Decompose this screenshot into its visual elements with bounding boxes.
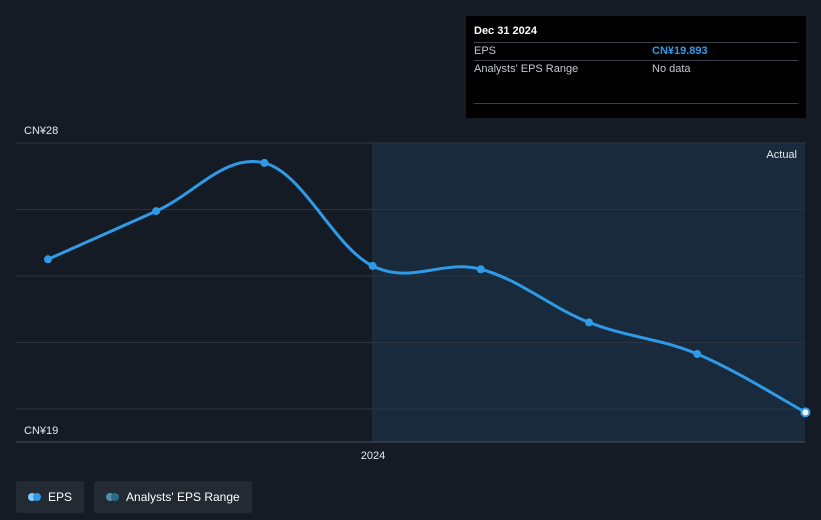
y-axis-bottom-label: CN¥19: [24, 425, 58, 437]
legend-eps-label: EPS: [48, 490, 73, 504]
tooltip-range-row: Analysts' EPS Range No data: [474, 60, 798, 78]
eps-point-2023-Q4[interactable]: [368, 261, 377, 270]
eps-point-2024-Q3[interactable]: [693, 349, 702, 358]
range-legend-dot-back: [106, 493, 115, 501]
tooltip-eps-value: CN¥19.893: [652, 45, 708, 57]
eps-points: [44, 158, 811, 418]
eps-point-2023-Q1[interactable]: [44, 255, 52, 264]
y-axis-top-label: CN¥28: [24, 125, 58, 137]
chart-legend: EPS Analysts' EPS Range: [16, 481, 252, 513]
tooltip-eps-row: EPS CN¥19.893: [474, 42, 798, 60]
tooltip-divider: [474, 103, 798, 104]
eps-legend-icon: [28, 493, 42, 501]
hover-tooltip: Dec 31 2024 EPS CN¥19.893 Analysts' EPS …: [466, 16, 806, 118]
eps-point-2024-Q4[interactable]: [800, 407, 811, 418]
eps-series-line: [46, 159, 807, 414]
range-legend-dot-front: [111, 493, 120, 501]
tooltip-range-label: Analysts' EPS Range: [474, 63, 579, 75]
legend-range-label: Analysts' EPS Range: [126, 490, 240, 504]
eps-point-2023-Q3[interactable]: [260, 158, 269, 167]
legend-analysts-range[interactable]: Analysts' EPS Range: [94, 481, 252, 513]
eps-legend-dot-front: [33, 493, 41, 501]
tooltip-eps-label: EPS: [474, 45, 497, 57]
tooltip-range-value: No data: [652, 63, 691, 75]
x-tick-label: 2024: [361, 450, 385, 462]
tooltip-date: Dec 31 2024: [474, 25, 537, 37]
actual-region-label: Actual: [766, 149, 797, 161]
range-legend-icon: [106, 493, 120, 501]
eps-chart: CN¥28 CN¥19 2024 Actual: [16, 125, 811, 462]
gridlines: [16, 142, 805, 410]
legend-eps[interactable]: EPS: [16, 481, 85, 513]
eps-point-2024-Q1[interactable]: [476, 265, 485, 274]
eps-point-2023-Q2[interactable]: [152, 207, 161, 216]
eps-point-2024-Q2[interactable]: [585, 318, 593, 327]
eps-legend-dot-back: [28, 493, 36, 501]
actual-region: [373, 143, 805, 442]
